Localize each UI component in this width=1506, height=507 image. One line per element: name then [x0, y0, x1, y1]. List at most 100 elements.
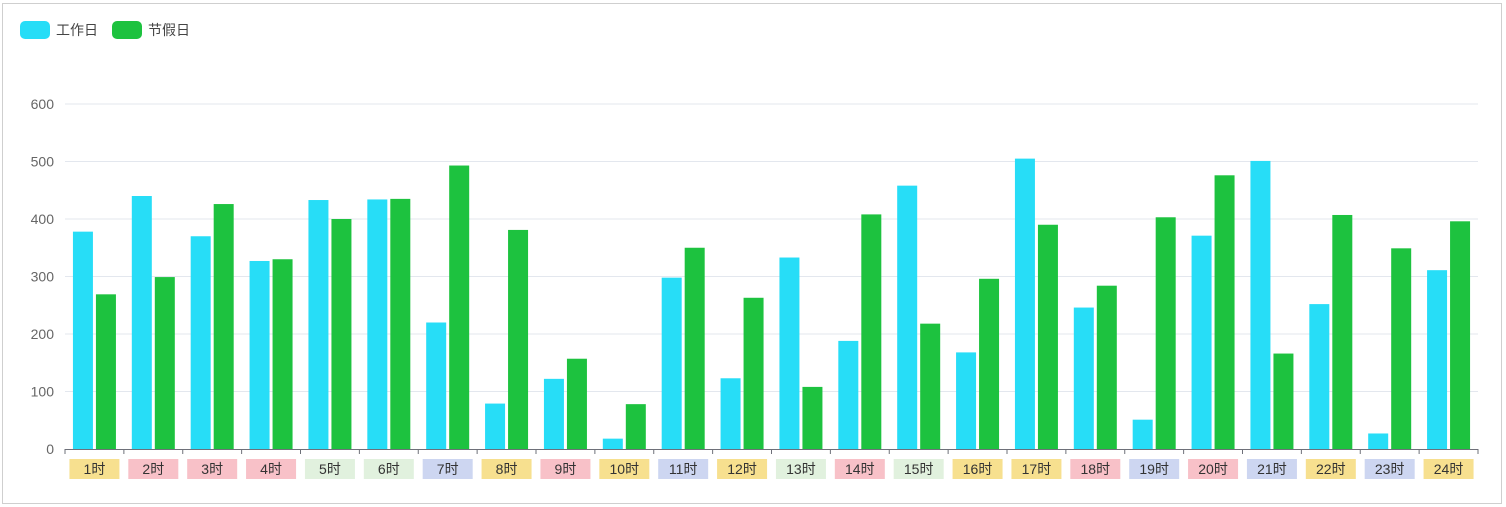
bar-holiday-13: [802, 386, 823, 449]
legend-item-holiday[interactable]: 节假日: [112, 20, 190, 40]
legend-item-workday[interactable]: 工作日: [20, 20, 98, 40]
bar-holiday-21: [1273, 353, 1294, 449]
x-label-bg-15: [893, 459, 944, 479]
bar-workday-17: [1014, 158, 1035, 449]
x-label-bg-7: [422, 459, 473, 479]
x-tick-label-15: 15时: [904, 461, 934, 477]
x-label-bg-19: [1129, 459, 1180, 479]
legend-label-workday: 工作日: [56, 22, 98, 38]
bar-workday-8: [485, 403, 506, 449]
x-tick-label-4: 4时: [260, 461, 282, 477]
x-label-bg-21: [1246, 459, 1297, 479]
bar-holiday-8: [508, 229, 529, 449]
legend-label-holiday: 节假日: [148, 22, 190, 38]
x-label-bg-1: [69, 459, 120, 479]
bar-workday-14: [838, 340, 859, 449]
x-tick-label-8: 8时: [496, 461, 518, 477]
bar-workday-9: [543, 378, 564, 449]
bar-holiday-16: [979, 278, 1000, 449]
legend-swatch-holiday: [112, 21, 142, 39]
x-label-bg-22: [1305, 459, 1356, 479]
x-tick-label-13: 13时: [786, 461, 816, 477]
bar-holiday-19: [1155, 217, 1176, 449]
bar-holiday-17: [1037, 224, 1058, 449]
bar-holiday-5: [331, 219, 352, 449]
bar-workday-22: [1309, 304, 1330, 449]
bar-workday-13: [779, 257, 800, 449]
x-tick-label-19: 19时: [1139, 461, 1169, 477]
x-label-bg-10: [599, 459, 650, 479]
x-tick-label-16: 16时: [963, 461, 993, 477]
x-label-bg-18: [1070, 459, 1121, 479]
x-label-bg-3: [187, 459, 238, 479]
x-label-bg-17: [1011, 459, 1062, 479]
bar-workday-16: [956, 352, 977, 449]
bar-workday-7: [426, 322, 447, 449]
x-label-bg-2: [128, 459, 179, 479]
bar-holiday-3: [213, 204, 234, 449]
x-tick-label-20: 20时: [1198, 461, 1228, 477]
bar-holiday-20: [1214, 175, 1235, 450]
y-tick-label-300: 300: [31, 269, 55, 285]
bar-holiday-23: [1391, 248, 1412, 449]
legend-swatch-workday: [20, 21, 50, 39]
bar-workday-21: [1250, 160, 1271, 450]
x-tick-label-5: 5时: [319, 461, 341, 477]
bar-holiday-2: [154, 277, 175, 449]
y-tick-label-600: 600: [31, 96, 55, 112]
bar-workday-18: [1073, 307, 1094, 449]
x-label-bg-9: [540, 459, 591, 479]
bar-workday-11: [661, 277, 682, 449]
x-tick-label-24: 24时: [1434, 461, 1464, 477]
x-tick-label-3: 3时: [201, 461, 223, 477]
x-label-bg-8: [481, 459, 532, 479]
x-tick-label-10: 10时: [610, 461, 640, 477]
y-tick-label-200: 200: [31, 326, 55, 342]
x-tick-label-23: 23时: [1375, 461, 1405, 477]
x-tick-label-9: 9时: [555, 461, 577, 477]
x-label-bg-4: [246, 459, 297, 479]
x-label-bg-5: [304, 459, 355, 479]
y-tick-label-0: 0: [46, 441, 54, 457]
bar-holiday-24: [1450, 221, 1471, 449]
bar-workday-5: [308, 200, 329, 449]
bar-holiday-1: [95, 294, 116, 449]
x-tick-label-2: 2时: [142, 461, 164, 477]
x-label-bg-14: [834, 459, 885, 479]
bar-holiday-9: [566, 358, 587, 449]
x-label-bg-23: [1364, 459, 1415, 479]
x-tick-label-1: 1时: [84, 461, 106, 477]
bar-holiday-4: [272, 259, 293, 449]
bar-workday-6: [367, 199, 388, 449]
chart-legend: 工作日 节假日: [20, 20, 190, 40]
x-tick-label-14: 14时: [845, 461, 875, 477]
x-label-bg-16: [952, 459, 1003, 479]
bar-holiday-10: [625, 404, 646, 449]
x-label-bg-6: [363, 459, 414, 479]
y-tick-label-500: 500: [31, 154, 55, 170]
y-tick-label-100: 100: [31, 384, 55, 400]
bar-holiday-12: [743, 297, 764, 449]
bar-workday-24: [1427, 270, 1448, 449]
x-tick-label-7: 7时: [437, 461, 459, 477]
bar-workday-4: [249, 260, 270, 449]
x-label-bg-13: [775, 459, 826, 479]
bar-workday-2: [131, 196, 152, 449]
bar-holiday-7: [449, 165, 470, 449]
bar-workday-19: [1132, 419, 1153, 449]
bar-workday-3: [190, 236, 211, 449]
bar-holiday-6: [390, 198, 411, 449]
bar-workday-10: [602, 438, 623, 449]
bar-holiday-11: [684, 247, 705, 449]
x-tick-label-21: 21时: [1257, 461, 1287, 477]
x-tick-label-17: 17时: [1022, 461, 1052, 477]
bar-workday-15: [897, 185, 918, 449]
x-tick-label-18: 18时: [1081, 461, 1111, 477]
bar-workday-12: [720, 378, 741, 449]
bar-workday-23: [1368, 433, 1389, 449]
y-tick-label-400: 400: [31, 211, 55, 227]
bar-holiday-14: [861, 214, 882, 449]
bar-holiday-15: [920, 323, 941, 449]
bar-workday-1: [72, 231, 93, 449]
